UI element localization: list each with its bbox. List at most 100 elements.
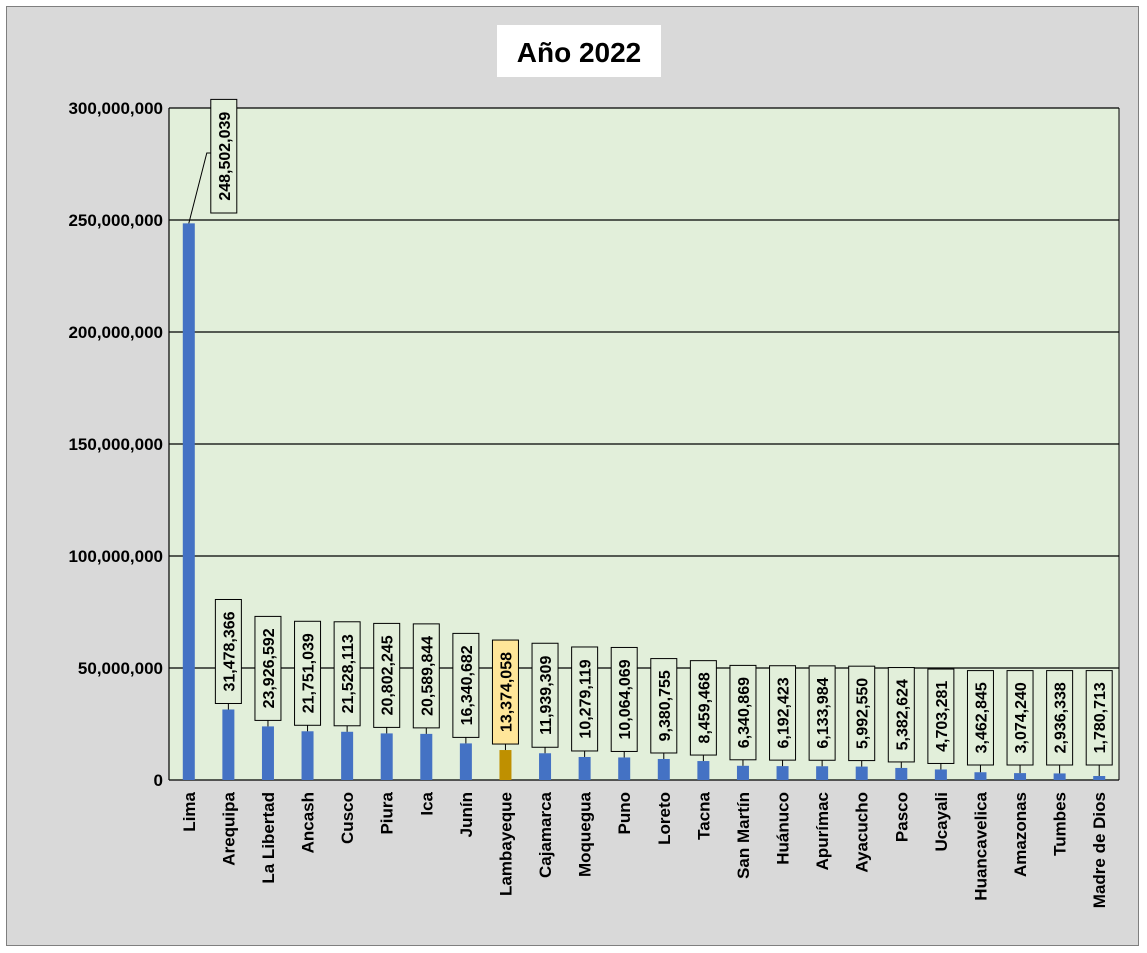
y-tick-label: 50,000,000 bbox=[78, 659, 163, 678]
data-label-box bbox=[333, 621, 361, 727]
data-label-box bbox=[887, 667, 915, 763]
x-tick-label: Huánuco bbox=[774, 792, 793, 865]
data-label: 2,936,338 bbox=[1053, 682, 1070, 753]
x-tick-label: Loreto bbox=[655, 792, 674, 845]
x-tick-label: Ancash bbox=[299, 792, 318, 853]
x-tick-label: Amazonas bbox=[1011, 792, 1030, 877]
data-label: 6,192,423 bbox=[776, 677, 793, 748]
data-label: 3,074,240 bbox=[1013, 682, 1030, 753]
data-label-box bbox=[1046, 670, 1074, 766]
data-label: 10,279,119 bbox=[578, 659, 595, 738]
x-tick-label: Piura bbox=[378, 791, 397, 834]
x-tick-label: Moquegua bbox=[576, 791, 595, 877]
bar-ucayali bbox=[934, 769, 947, 780]
data-label-box bbox=[412, 623, 440, 729]
bar-piura bbox=[380, 733, 393, 780]
data-label-box bbox=[373, 622, 401, 728]
bar-arequipa bbox=[222, 709, 235, 780]
bar-ica bbox=[420, 733, 433, 780]
data-label-leader bbox=[188, 152, 211, 224]
y-tick-label: 0 bbox=[154, 771, 163, 790]
bar-la-libertad bbox=[261, 726, 274, 780]
bar-cajamarca bbox=[539, 753, 552, 780]
data-label: 1,780,713 bbox=[1092, 682, 1109, 753]
data-label-box bbox=[210, 98, 238, 214]
bar-junín bbox=[459, 743, 472, 780]
bar-loreto bbox=[657, 758, 670, 780]
data-label-box bbox=[848, 665, 876, 762]
data-label: 5,382,624 bbox=[894, 679, 911, 750]
data-label-box bbox=[214, 598, 242, 704]
y-tick-label: 300,000,000 bbox=[68, 99, 163, 118]
data-label: 248,502,039 bbox=[217, 112, 234, 201]
y-tick-label: 200,000,000 bbox=[68, 323, 163, 342]
data-label: 5,992,550 bbox=[855, 678, 872, 749]
chart-title: Año 2022 bbox=[517, 37, 642, 68]
bar-puno bbox=[618, 757, 631, 780]
bar-san-martín bbox=[736, 765, 749, 780]
data-label-box bbox=[927, 668, 955, 764]
data-label-box bbox=[491, 639, 519, 745]
data-label: 4,703,281 bbox=[934, 681, 951, 752]
x-tick-label: Tumbes bbox=[1051, 792, 1070, 856]
bar-tacna bbox=[697, 761, 710, 780]
bar-tumbes bbox=[1053, 773, 1066, 780]
y-tick-label: 150,000,000 bbox=[68, 435, 163, 454]
bar-pasco bbox=[895, 767, 908, 780]
data-label: 21,751,039 bbox=[301, 633, 318, 713]
data-label: 20,589,844 bbox=[419, 636, 436, 716]
data-label-box bbox=[531, 642, 559, 748]
data-label-box bbox=[689, 660, 717, 756]
x-tick-label: Lambayeque bbox=[496, 792, 515, 896]
data-label: 20,802,245 bbox=[380, 635, 397, 715]
y-tick-label: 100,000,000 bbox=[68, 547, 163, 566]
data-label-box bbox=[729, 664, 757, 761]
bar-ayacucho bbox=[855, 766, 868, 780]
data-label: 13,374,058 bbox=[498, 652, 515, 732]
x-tick-label: Ucayali bbox=[932, 792, 951, 852]
bar-huánuco bbox=[776, 766, 789, 780]
x-tick-label: Ica bbox=[417, 791, 436, 815]
data-label-box bbox=[610, 646, 638, 752]
data-label: 8,459,468 bbox=[696, 672, 713, 743]
bar-ancash bbox=[301, 731, 314, 780]
x-tick-label: Ayacucho bbox=[853, 792, 872, 873]
data-label-box bbox=[650, 658, 678, 754]
x-tick-label: Tacna bbox=[694, 791, 713, 839]
data-label: 16,340,682 bbox=[459, 645, 476, 725]
data-label-box bbox=[1006, 670, 1034, 766]
data-label: 21,528,113 bbox=[340, 634, 357, 713]
bar-cusco bbox=[341, 731, 354, 780]
data-label-box bbox=[1085, 670, 1113, 766]
x-tick-label: San Martín bbox=[734, 792, 753, 879]
bar-lima bbox=[182, 223, 195, 780]
data-label: 6,133,984 bbox=[815, 677, 832, 748]
data-label-box bbox=[452, 632, 480, 738]
x-tick-label: Madre de Dios bbox=[1090, 792, 1109, 908]
data-label: 3,462,845 bbox=[973, 682, 990, 753]
bar-moquegua bbox=[578, 756, 591, 780]
bar-huancavelica bbox=[974, 772, 987, 780]
data-label: 23,926,592 bbox=[261, 628, 278, 708]
data-label-box bbox=[571, 646, 599, 752]
x-tick-label: Lima bbox=[180, 791, 199, 831]
data-label-box bbox=[294, 620, 322, 726]
data-label-box bbox=[769, 665, 797, 761]
title-box bbox=[497, 25, 661, 77]
y-tick-label: 250,000,000 bbox=[68, 211, 163, 230]
data-label: 11,939,309 bbox=[538, 656, 555, 735]
data-label-box bbox=[808, 665, 836, 761]
data-label: 31,478,366 bbox=[221, 611, 238, 691]
bar-lambayeque bbox=[499, 750, 512, 780]
data-label: 6,340,869 bbox=[736, 677, 753, 748]
data-label-box bbox=[966, 670, 994, 766]
bar-apurímac bbox=[816, 766, 829, 780]
x-tick-label: Puno bbox=[615, 792, 634, 835]
x-tick-label: Huancavelica bbox=[971, 791, 990, 900]
bar-amazonas bbox=[1014, 773, 1027, 780]
data-label: 10,064,069 bbox=[617, 659, 634, 739]
x-tick-label: Apurímac bbox=[813, 792, 832, 870]
data-label: 9,380,755 bbox=[657, 670, 674, 741]
data-label-box bbox=[254, 615, 282, 721]
